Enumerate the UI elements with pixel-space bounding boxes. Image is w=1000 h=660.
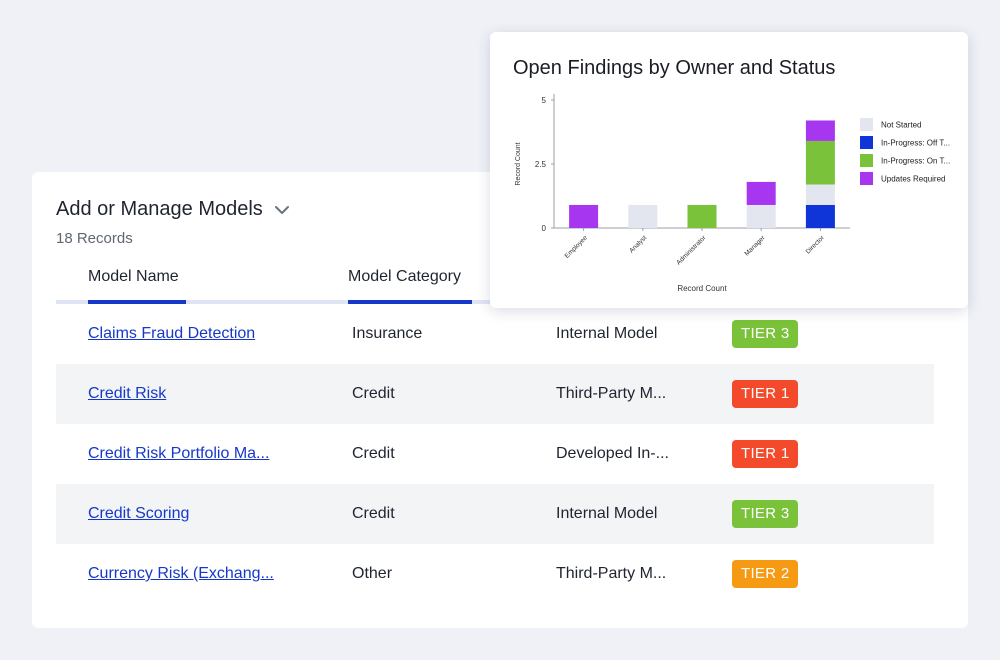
- x-tick-label: Administrator: [675, 234, 708, 267]
- x-tick-label: Analyst: [628, 234, 648, 254]
- table-row: Credit Risk Portfolio Ma... Credit Devel…: [56, 424, 934, 484]
- legend-label: In-Progress: On T...: [881, 157, 950, 166]
- table-row: Claims Fraud Detection Insurance Interna…: [56, 304, 934, 364]
- table-row: Credit Scoring Credit Internal Model TIE…: [56, 484, 934, 544]
- sort-underline: [88, 300, 186, 304]
- model-source: Third-Party M...: [556, 565, 667, 582]
- bar-segment: [569, 204, 599, 228]
- legend-label: In-Progress: Off T...: [881, 139, 950, 148]
- column-header-label: Model Name: [88, 268, 179, 285]
- record-count: 18 Records: [56, 230, 133, 247]
- y-tick-label: 5: [542, 96, 547, 105]
- model-source: Internal Model: [556, 325, 658, 342]
- y-axis-label: Record Count: [515, 142, 522, 185]
- sort-underline: [348, 300, 472, 304]
- findings-chart-card: Open Findings by Owner and Status 0 2.5 5 R…: [490, 32, 968, 308]
- x-tick-label: Director: [805, 234, 827, 256]
- tier-badge: TIER 1: [732, 380, 799, 408]
- bar-segment: [805, 184, 835, 205]
- legend-label: Updates Required: [881, 175, 945, 184]
- model-category: Credit: [352, 505, 395, 522]
- bar-segment: [687, 204, 717, 228]
- tier-badge: TIER 3: [732, 320, 799, 348]
- model-category: Insurance: [352, 325, 423, 342]
- bar-segment: [805, 140, 835, 185]
- model-category: Credit: [352, 445, 395, 462]
- x-tick-label: Employee: [564, 234, 590, 260]
- column-header-model-name[interactable]: Model Name: [88, 268, 186, 304]
- legend-swatch: [860, 154, 873, 167]
- model-category: Credit: [352, 385, 395, 402]
- bar-segment: [805, 204, 835, 228]
- bar-segment: [805, 120, 835, 141]
- bar-segment: [746, 181, 776, 205]
- legend-swatch: [860, 172, 873, 185]
- model-source: Internal Model: [556, 505, 658, 522]
- tier-badge: TIER 2: [732, 560, 799, 588]
- models-header: Add or Manage Models: [56, 198, 291, 221]
- legend-swatch: [860, 118, 873, 131]
- bar-segment: [746, 204, 776, 228]
- tier-badge: TIER 1: [732, 440, 799, 468]
- model-name-link[interactable]: Credit Risk Portfolio Ma...: [88, 445, 270, 462]
- model-name-link[interactable]: Currency Risk (Exchang...: [88, 565, 274, 582]
- model-source: Third-Party M...: [556, 385, 667, 402]
- tier-badge: TIER 3: [732, 500, 799, 528]
- table-row: Credit Risk Credit Third-Party M... TIER…: [56, 364, 934, 424]
- x-tick-label: Manager: [744, 234, 768, 258]
- model-name-link[interactable]: Credit Scoring: [88, 505, 190, 522]
- bar-segment: [628, 204, 658, 228]
- chevron-down-icon[interactable]: [273, 201, 291, 219]
- models-title: Add or Manage Models: [56, 198, 263, 220]
- legend-label: Not Started: [881, 121, 921, 130]
- legend-swatch: [860, 136, 873, 149]
- findings-stacked-bar-chart: 0 2.5 5 Record Count Employee Analyst Administ…: [515, 94, 950, 293]
- column-header-model-category[interactable]: Model Category: [348, 268, 472, 304]
- model-name-link[interactable]: Claims Fraud Detection: [88, 325, 256, 342]
- model-category: Other: [352, 565, 393, 582]
- model-name-link[interactable]: Credit Risk: [88, 385, 167, 402]
- model-source: Developed In-...: [556, 445, 669, 462]
- table-row: Currency Risk (Exchang... Other Third-Pa…: [56, 544, 934, 604]
- chart-title: Open Findings by Owner and Status: [513, 57, 836, 79]
- column-header-label: Model Category: [348, 268, 461, 285]
- y-tick-label: 2.5: [535, 160, 547, 169]
- y-tick-label: 0: [542, 224, 547, 233]
- models-table-body: Claims Fraud Detection Insurance Interna…: [56, 304, 934, 604]
- x-axis-label: Record Count: [677, 284, 727, 293]
